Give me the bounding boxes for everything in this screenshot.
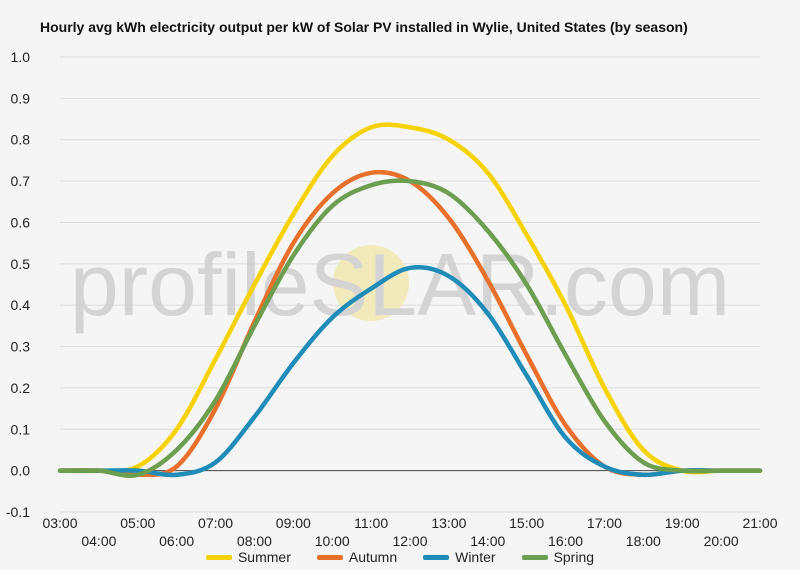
- legend-item-autumn: Autumn: [316, 549, 398, 565]
- x-tick-label: 08:00: [237, 533, 272, 549]
- y-tick-label: 0.1: [11, 421, 31, 437]
- legend: Summer Autumn Winter Spring: [0, 549, 800, 565]
- x-tick-label: 17:00: [587, 515, 622, 531]
- legend-item-spring: Spring: [521, 549, 595, 565]
- watermark-right: LAR.com: [368, 235, 730, 334]
- legend-swatch: [316, 554, 343, 560]
- x-tick-label: 06:00: [159, 533, 194, 549]
- legend-label: Winter: [455, 549, 496, 565]
- y-tick-label: 0.7: [11, 173, 31, 189]
- legend-label: Summer: [237, 549, 291, 565]
- x-tick-label: 14:00: [470, 533, 505, 549]
- y-tick-label: 0.9: [11, 90, 31, 106]
- x-tick-label: 10:00: [315, 533, 350, 549]
- x-tick-label: 05:00: [120, 515, 155, 531]
- x-tick-label: 18:00: [626, 533, 661, 549]
- series-line-spring: [57, 178, 763, 478]
- x-tick-label: 04:00: [81, 533, 116, 549]
- y-tick-label: 0.8: [11, 132, 31, 148]
- x-tick-label: 07:00: [198, 515, 233, 531]
- watermark-text: profileSLAR.com: [70, 235, 730, 334]
- legend-swatch: [423, 554, 450, 560]
- y-tick-label: -0.1: [6, 504, 30, 520]
- watermark-sun-letter: S: [310, 235, 369, 334]
- x-axis-ticks: 03:0004:0005:0006:0007:0008:0009:0010:00…: [42, 515, 777, 549]
- x-tick-label: 11:00: [354, 515, 388, 531]
- legend-item-winter: Winter: [423, 549, 496, 565]
- chart-title: Hourly avg kWh electricity output per kW…: [40, 19, 688, 35]
- series-lines: [57, 122, 763, 478]
- y-tick-label: 0.5: [11, 256, 31, 272]
- legend-label: Spring: [553, 549, 595, 565]
- legend-item-summer: Summer: [205, 549, 291, 565]
- series-line-summer: [57, 122, 763, 475]
- legend-swatch: [521, 554, 548, 560]
- x-tick-label: 12:00: [392, 533, 427, 549]
- y-tick-label: 0.0: [11, 463, 31, 479]
- y-tick-label: 1.0: [11, 49, 31, 65]
- y-tick-label: 0.3: [11, 339, 31, 355]
- x-tick-label: 21:00: [742, 515, 777, 531]
- y-tick-label: 0.4: [11, 297, 31, 313]
- x-tick-label: 03:00: [42, 515, 77, 531]
- y-tick-label: 0.2: [11, 380, 31, 396]
- watermark: profileSLAR.com: [70, 235, 730, 334]
- x-tick-label: 19:00: [665, 515, 700, 531]
- legend-label: Autumn: [348, 549, 398, 565]
- y-axis-ticks: 1.0 0.9 0.8 0.7 0.6 0.5 0.4 0.3 0.2 0.1 0.0 -0.1: [6, 49, 30, 520]
- x-tick-label: 15:00: [509, 515, 544, 531]
- legend-swatch: [205, 554, 232, 560]
- x-tick-label: 16:00: [548, 533, 583, 549]
- y-tick-label: 0.6: [11, 214, 31, 230]
- x-tick-label: 20:00: [704, 533, 739, 549]
- x-tick-label: 13:00: [431, 515, 466, 531]
- series-line-winter: [57, 265, 763, 478]
- x-tick-label: 09:00: [276, 515, 311, 531]
